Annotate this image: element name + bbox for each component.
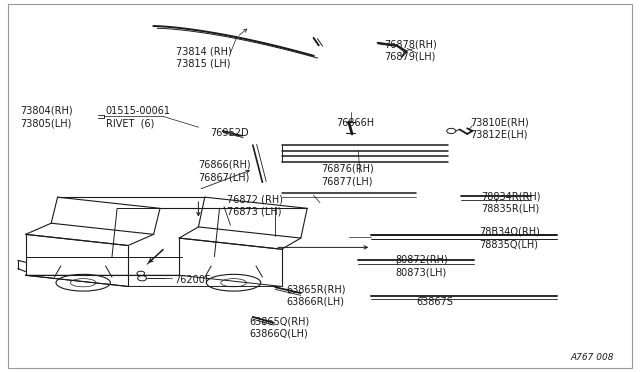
Text: 63865R(RH)
63866R(LH): 63865R(RH) 63866R(LH) (287, 285, 346, 307)
Text: 78834R(RH)
78835R(LH): 78834R(RH) 78835R(LH) (481, 192, 541, 214)
Text: 76866H: 76866H (336, 118, 374, 128)
Text: 76876(RH)
76877(LH): 76876(RH) 76877(LH) (321, 164, 374, 186)
Text: 73810E(RH)
73812E(LH): 73810E(RH) 73812E(LH) (470, 117, 529, 140)
Text: 76952D: 76952D (210, 128, 248, 138)
Text: 80872(RH)
80873(LH): 80872(RH) 80873(LH) (396, 255, 448, 277)
Text: 76872 (RH)
76873 (LH): 76872 (RH) 76873 (LH) (227, 194, 283, 217)
Text: A767 008: A767 008 (571, 353, 614, 362)
Text: 73804(RH)
73805(LH): 73804(RH) 73805(LH) (20, 106, 73, 128)
Text: 73814 (RH)
73815 (LH): 73814 (RH) 73815 (LH) (176, 46, 232, 69)
Text: 76866(RH)
76867(LH): 76866(RH) 76867(LH) (198, 160, 251, 182)
Text: 76200F: 76200F (174, 275, 211, 285)
Text: 63865Q(RH)
63866Q(LH): 63865Q(RH) 63866Q(LH) (250, 316, 310, 339)
Text: 63867S: 63867S (416, 297, 453, 307)
Text: 78B34Q(RH)
78835Q(LH): 78B34Q(RH) 78835Q(LH) (479, 227, 540, 249)
Text: 76878(RH)
76879(LH): 76878(RH) 76879(LH) (384, 39, 436, 61)
Text: 01515-00061
RIVET  (6): 01515-00061 RIVET (6) (106, 106, 171, 128)
